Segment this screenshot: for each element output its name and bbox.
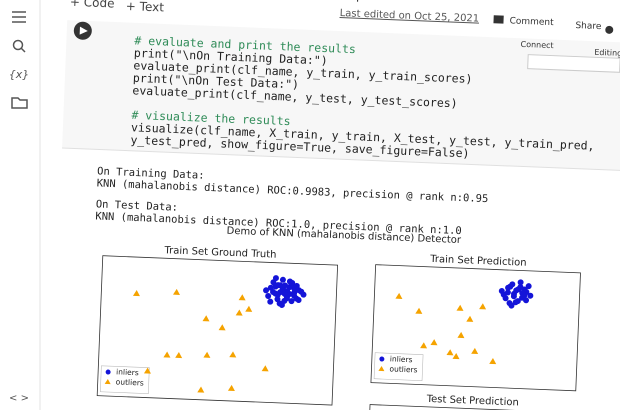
code-line: print("\nOn Test Data:") xyxy=(133,71,300,92)
subplot-frame xyxy=(370,264,581,392)
cell-toolbar xyxy=(527,54,620,73)
outlier-point xyxy=(175,351,183,359)
legend-label: inliers xyxy=(116,367,139,377)
legend-marker xyxy=(379,356,385,362)
connect-button[interactable]: Connect xyxy=(520,40,553,50)
legend-box xyxy=(373,352,424,381)
editing-button[interactable]: Editing xyxy=(594,48,620,58)
subplot-frame xyxy=(367,404,576,410)
code-line: # visualize the results xyxy=(131,108,291,128)
inlier-point xyxy=(521,292,528,299)
outlier-point xyxy=(466,315,474,322)
outlier-point xyxy=(197,386,205,393)
outlier-point xyxy=(261,365,269,372)
legend-marker xyxy=(105,369,111,375)
output-line: On Training Data: xyxy=(97,165,205,181)
outlier-point xyxy=(457,331,465,339)
inlier-point xyxy=(288,298,295,305)
subplot-title: Train Set Prediction xyxy=(429,254,527,269)
outlier-point xyxy=(238,294,246,301)
outlier-point xyxy=(163,351,171,358)
inlier-point xyxy=(507,283,514,290)
output-line: On Test Data: xyxy=(96,198,179,213)
inlier-point xyxy=(508,302,515,309)
inlier-point xyxy=(289,279,296,286)
outlier-point xyxy=(430,339,438,346)
outlier-point xyxy=(229,351,237,358)
legend-marker xyxy=(104,379,111,385)
outlier-point xyxy=(420,342,428,349)
search-icon[interactable] xyxy=(12,39,24,51)
inlier-point xyxy=(281,290,288,297)
outlier-point xyxy=(452,352,460,360)
inlier-point xyxy=(275,282,282,289)
add-text[interactable]: + Text xyxy=(126,0,165,14)
outlier-point xyxy=(415,307,423,314)
comment-button[interactable]: Comment xyxy=(509,16,554,28)
outlier-point xyxy=(245,305,253,312)
files-icon[interactable] xyxy=(11,97,28,109)
inlier-point xyxy=(525,283,532,290)
outlier-point xyxy=(489,358,497,365)
inlier-point xyxy=(523,297,530,304)
subplot-title: Train Set Ground Truth xyxy=(163,245,276,261)
menu-item[interactable]: Help xyxy=(336,0,364,2)
outlier-point xyxy=(235,309,243,316)
cell-divider xyxy=(62,147,620,171)
outlier-point xyxy=(143,367,151,374)
inlier-point xyxy=(291,292,298,299)
outlier-point xyxy=(395,292,403,299)
inlier-point xyxy=(263,287,270,294)
settings-icon[interactable] xyxy=(605,25,614,34)
run-icon xyxy=(79,26,88,35)
subplot-frame xyxy=(96,255,339,406)
inlier-point xyxy=(512,299,519,306)
variables-icon[interactable]: {x} xyxy=(9,68,30,81)
legend-marker xyxy=(378,366,385,372)
share-button[interactable]: Share xyxy=(575,21,602,32)
inlier-point xyxy=(274,291,281,298)
code-cell xyxy=(62,20,620,171)
outlier-point xyxy=(446,349,454,356)
inlier-point xyxy=(265,292,272,299)
add-code[interactable]: + Code xyxy=(70,0,115,10)
inlier-point xyxy=(279,276,286,283)
outlier-point xyxy=(203,351,211,358)
code-snippets-icon[interactable]: < > xyxy=(9,393,29,404)
inlier-point xyxy=(298,288,305,295)
legend-label: inliers xyxy=(390,354,413,364)
inlier-point xyxy=(293,282,300,289)
outlier-point xyxy=(227,384,235,392)
inlier-point xyxy=(270,288,277,295)
outlier-point xyxy=(202,315,210,322)
legend-box xyxy=(100,365,150,394)
outlier-point xyxy=(172,288,180,295)
outlier-point xyxy=(456,304,464,311)
outlier-point xyxy=(479,303,487,310)
inlier-point xyxy=(272,275,279,282)
menu-icon[interactable] xyxy=(12,11,26,23)
sidebar xyxy=(0,0,40,410)
outlier-point xyxy=(471,347,479,354)
legend-label: outliers xyxy=(116,377,144,387)
comment-icon xyxy=(493,15,504,24)
inlier-point xyxy=(295,297,302,304)
inlier-point xyxy=(515,286,522,293)
inlier-point xyxy=(267,298,274,305)
inlier-point xyxy=(517,279,524,286)
outlier-point xyxy=(132,290,140,297)
inlier-point xyxy=(278,301,285,308)
outlier-point xyxy=(218,324,226,331)
inlier-point xyxy=(527,292,534,299)
inlier-point xyxy=(504,289,511,296)
inlier-point xyxy=(510,293,517,300)
subplot-title: Test Set Prediction xyxy=(425,394,519,409)
legend-label: outliers xyxy=(389,364,417,374)
search-handle xyxy=(20,47,26,53)
